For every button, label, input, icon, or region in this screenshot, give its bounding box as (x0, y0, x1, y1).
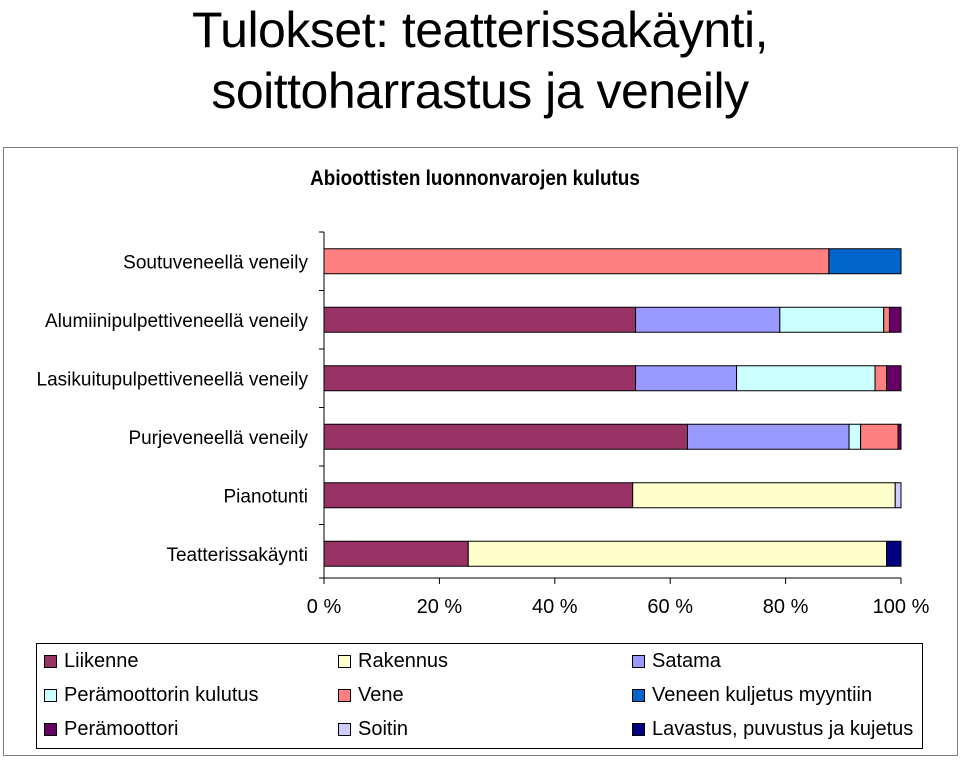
bar-segment (323, 423, 689, 450)
bar-segment (897, 423, 902, 450)
legend-swatch (338, 689, 351, 702)
bar-segment (635, 306, 781, 333)
bar-segment (323, 540, 469, 567)
bar-segment (860, 423, 899, 450)
category-label: Pianotunti (223, 486, 308, 507)
legend-label: Soitin (358, 718, 409, 740)
bar-segment (886, 540, 902, 567)
bar-segment (779, 306, 885, 333)
x-tick-label: 60 % (647, 596, 693, 618)
legend-label: Veneen kuljetus myyntiin (652, 684, 873, 706)
legend-item: Rakennus (338, 650, 448, 673)
legend-item: Lavastus, puvustus ja kujetus (632, 718, 913, 741)
x-tick-label: 40 % (532, 596, 578, 618)
category-label: Lasikuitupulpettiveneellä veneily (37, 369, 309, 390)
bar-segment (323, 482, 634, 509)
legend-swatch (338, 723, 351, 736)
legend-item: Perämoottori (44, 718, 179, 741)
legend-label: Perämoottorin kulutus (64, 684, 259, 706)
category-label: Teatterissakäynti (166, 545, 308, 566)
legend-label: Satama (652, 650, 721, 672)
legend-swatch (44, 655, 57, 668)
x-tick-label: 80 % (763, 596, 809, 618)
legend-swatch (338, 655, 351, 668)
legend-label: Liikenne (64, 650, 139, 672)
bar-segment (467, 540, 888, 567)
bar-segment (687, 423, 850, 450)
slide-title-line-2: soittoharrastus ja veneily (211, 63, 749, 119)
bar-segment (828, 248, 902, 275)
legend-swatch (632, 655, 645, 668)
bar-segment (632, 482, 896, 509)
category-label: Purjeveneellä veneily (128, 428, 308, 449)
chart-area (3, 147, 958, 756)
bar-segment (736, 365, 876, 392)
slide-title-line-1: Tulokset: teatterissakäynti, (191, 2, 769, 58)
legend-swatch (44, 689, 57, 702)
bar-segment (323, 306, 637, 333)
legend-item: Soitin (338, 718, 408, 741)
legend-item: Satama (632, 650, 721, 673)
chart-title: Abioottisten luonnonvarojen kulutus (310, 167, 640, 190)
bar-segment (894, 482, 902, 509)
bar-segment (888, 306, 902, 333)
legend-item: Veneen kuljetus myyntiin (632, 684, 872, 707)
legend-swatch (44, 723, 57, 736)
bar-segment (635, 365, 738, 392)
chart-legend (36, 643, 923, 749)
bar-segment (886, 365, 902, 392)
category-label: Alumiinipulpettiveneellä veneily (45, 311, 308, 332)
legend-swatch (632, 723, 645, 736)
legend-item: Liikenne (44, 650, 139, 673)
legend-label: Lavastus, puvustus ja kujetus (652, 718, 914, 740)
bar-segment (323, 248, 830, 275)
legend-item: Vene (338, 684, 404, 707)
legend-label: Rakennus (358, 650, 449, 672)
bar-segment (848, 423, 862, 450)
bar-segment (874, 365, 888, 392)
slide-title: Tulokset: teatterissakäynti, soittoharra… (0, 0, 960, 122)
x-tick-label: 0 % (307, 596, 342, 618)
legend-swatch (632, 689, 645, 702)
x-tick-label: 20 % (417, 596, 463, 618)
bar-segment (883, 306, 890, 333)
category-label: Soutuveneellä veneily (123, 252, 308, 273)
legend-item: Perämoottorin kulutus (44, 684, 259, 707)
legend-label: Vene (358, 684, 404, 706)
legend-label: Perämoottori (64, 718, 179, 740)
bar-segment (323, 365, 637, 392)
x-tick-label: 100 % (873, 596, 930, 618)
